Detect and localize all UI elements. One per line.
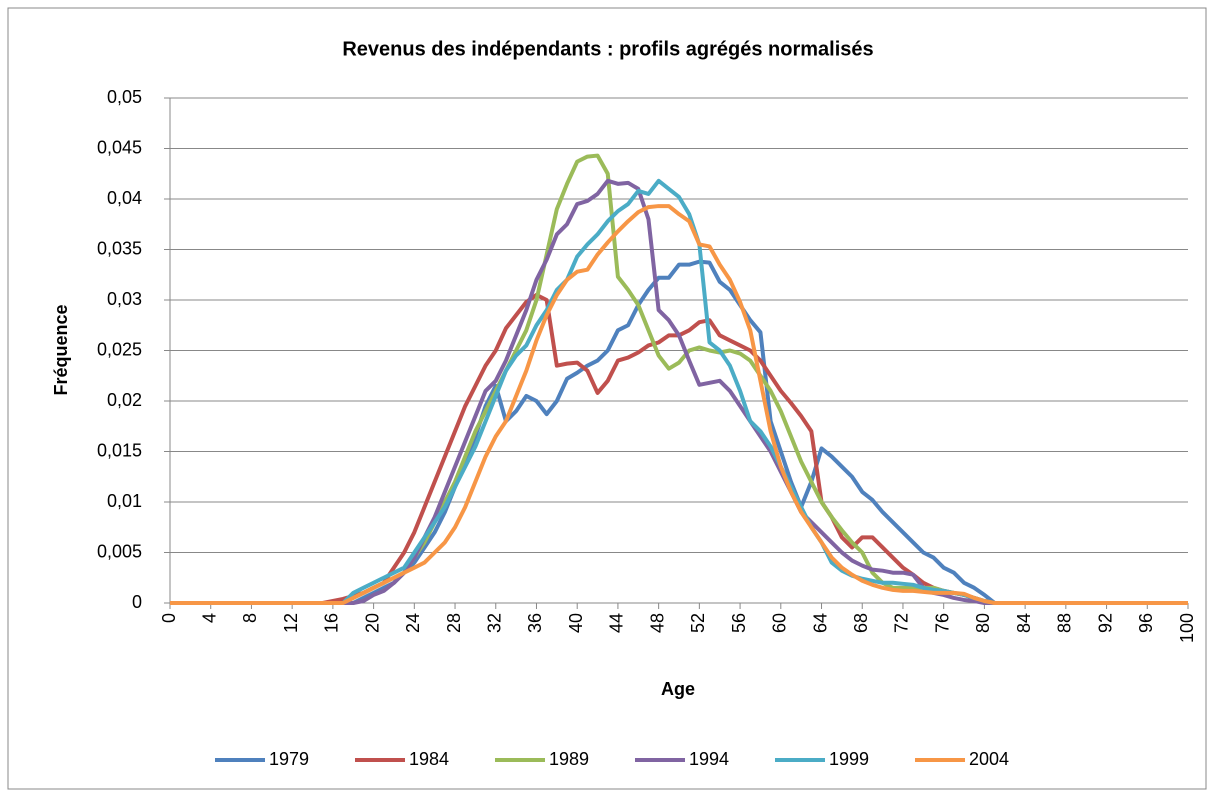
y-tick-label: 0,045: [97, 137, 142, 157]
x-tick-label: 32: [485, 613, 505, 633]
y-tick-label: 0,005: [97, 541, 142, 561]
legend-label: 2004: [969, 749, 1009, 769]
x-tick-label: 52: [688, 613, 708, 633]
legend-label: 1994: [689, 749, 729, 769]
x-tick-label: 44: [607, 613, 627, 633]
x-tick-label: 88: [1055, 613, 1075, 633]
y-tick-label: 0,025: [97, 339, 142, 359]
x-tick-label: 0: [159, 613, 179, 623]
chart-border: [7, 7, 1207, 790]
x-tick-label: 4: [199, 613, 219, 623]
x-tick-label: 48: [647, 613, 667, 633]
x-tick-label: 92: [1095, 613, 1115, 633]
x-tick-label: 64: [810, 613, 830, 633]
x-tick-label: 96: [1136, 613, 1156, 633]
legend-label: 1999: [829, 749, 869, 769]
x-tick-label: 20: [362, 613, 382, 633]
x-axis-label: Age: [661, 679, 695, 699]
chart-title: Revenus des indépendants : profils agrég…: [342, 38, 873, 60]
x-tick-label: 36: [525, 613, 545, 633]
x-tick-label: 16: [322, 613, 342, 633]
legend-label: 1979: [269, 749, 309, 769]
x-tick-label: 56: [729, 613, 749, 633]
y-tick-label: 0,02: [107, 390, 142, 410]
y-tick-label: 0,05: [107, 87, 142, 107]
x-tick-label: 12: [281, 613, 301, 633]
y-tick-label: 0,03: [107, 289, 142, 309]
x-tick-label: 84: [1014, 613, 1034, 633]
x-tick-label: 100: [1177, 613, 1197, 643]
y-tick-label: 0,01: [107, 491, 142, 511]
x-tick-label: 8: [240, 613, 260, 623]
x-tick-label: 68: [851, 613, 871, 633]
x-tick-label: 72: [892, 613, 912, 633]
x-tick-label: 76: [932, 613, 952, 633]
legend-label: 1984: [409, 749, 449, 769]
x-tick-label: 40: [566, 613, 586, 633]
y-tick-label: 0: [132, 592, 142, 612]
y-tick-label: 0,015: [97, 440, 142, 460]
x-tick-label: 24: [403, 613, 423, 633]
x-tick-label: 28: [444, 613, 464, 633]
y-tick-label: 0,04: [107, 188, 142, 208]
x-tick-label: 60: [770, 613, 790, 633]
series-line: [170, 204, 1188, 605]
y-tick-label: 0,035: [97, 238, 142, 258]
y-axis-label: Fréquence: [51, 304, 71, 395]
legend-label: 1989: [549, 749, 589, 769]
x-tick-label: 80: [973, 613, 993, 633]
